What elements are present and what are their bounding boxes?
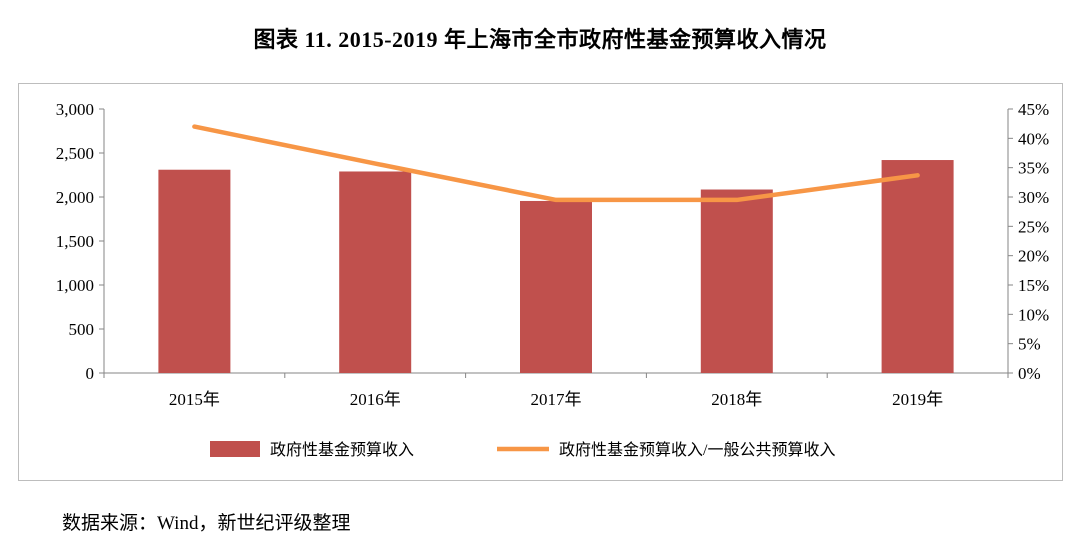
y-left-tick-label: 2,000: [56, 188, 94, 207]
y-right-tick-label: 5%: [1018, 335, 1041, 354]
y-right-tick-label: 15%: [1018, 276, 1049, 295]
x-tick-label: 2015年: [169, 390, 220, 409]
y-right-tick-label: 10%: [1018, 305, 1049, 324]
y-left-tick-label: 0: [86, 364, 95, 383]
y-right-tick-label: 30%: [1018, 188, 1049, 207]
bar: [700, 189, 773, 373]
x-tick-label: 2019年: [892, 390, 943, 409]
y-right-tick-label: 20%: [1018, 247, 1049, 266]
y-right-tick-label: 45%: [1018, 100, 1049, 119]
x-tick-label: 2018年: [711, 390, 762, 409]
bar: [158, 169, 231, 373]
x-tick-label: 2016年: [350, 390, 401, 409]
y-left-tick-label: 1,000: [56, 276, 94, 295]
bar: [520, 200, 592, 373]
y-right-tick-label: 0%: [1018, 364, 1041, 383]
bar: [339, 171, 412, 373]
source-note: 数据来源：Wind，新世纪评级整理: [62, 513, 351, 534]
bar: [881, 160, 954, 373]
y-right-tick-label: 35%: [1018, 159, 1049, 178]
y-left-tick-label: 1,500: [56, 232, 94, 251]
legend-label-bar: 政府性基金预算收入: [270, 440, 414, 459]
chart-title: 图表 11. 2015-2019 年上海市全市政府性基金预算收入情况: [253, 27, 827, 52]
legend-swatch-bar: [210, 441, 260, 457]
y-right-tick-label: 40%: [1018, 129, 1049, 148]
x-tick-label: 2017年: [531, 390, 582, 409]
ratio-line: [192, 124, 920, 203]
y-left-tick-label: 2,500: [56, 144, 94, 163]
chart-frame: [18, 83, 1063, 481]
y-left-tick-label: 500: [69, 320, 95, 339]
legend-label-line: 政府性基金预算收入/一般公共预算收入: [559, 440, 835, 459]
y-left-tick-label: 3,000: [56, 100, 94, 119]
y-right-tick-label: 25%: [1018, 217, 1049, 236]
